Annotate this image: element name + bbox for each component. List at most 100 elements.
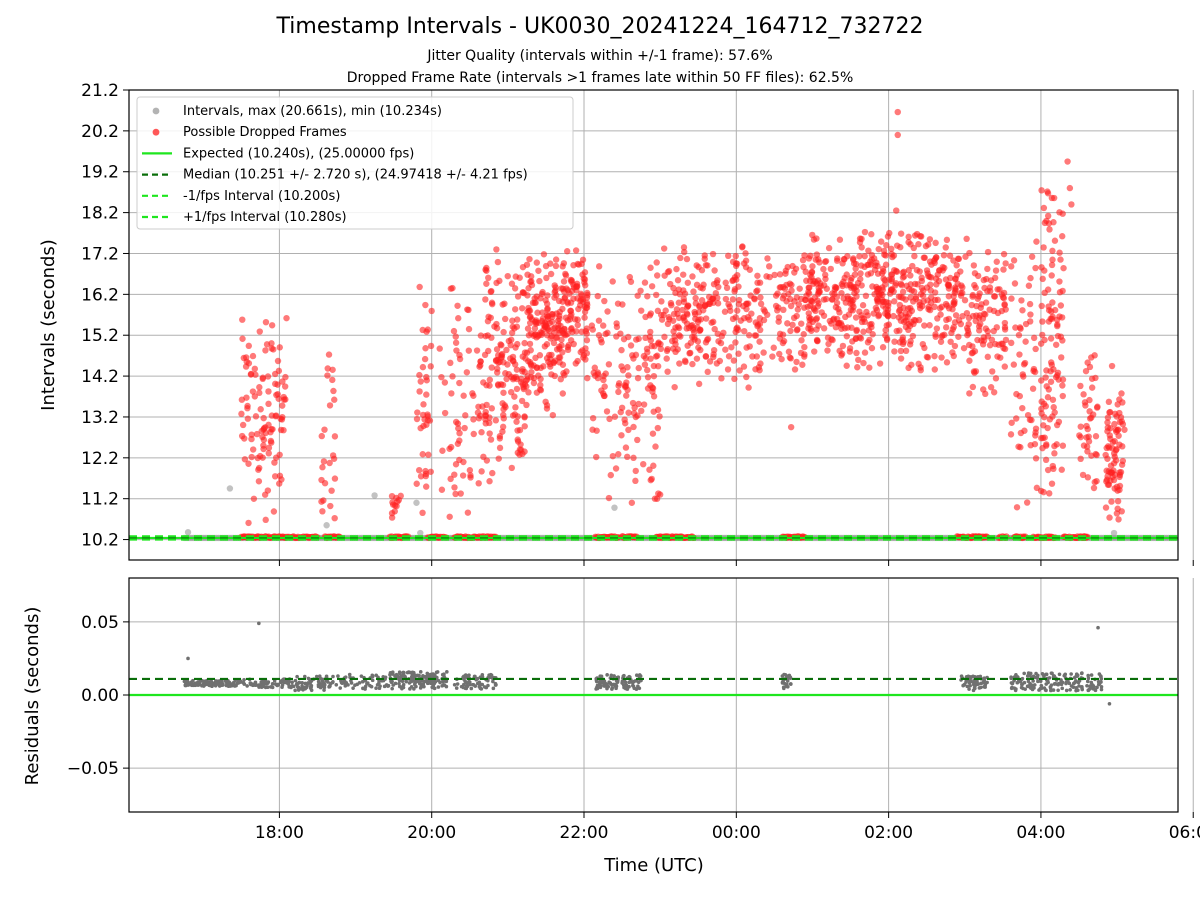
dropped-frame-point	[857, 275, 864, 283]
dropped-frame-point	[252, 371, 259, 378]
residual-point	[418, 670, 423, 674]
dropped-frame-point	[843, 333, 851, 340]
dropped-frame-point	[625, 333, 632, 341]
dropped-frame-point	[607, 471, 614, 479]
dropped-frame-point	[533, 293, 540, 300]
dropped-frame-point	[542, 297, 549, 304]
residual-point	[420, 684, 425, 688]
dropped-frame-point	[603, 408, 611, 415]
dropped-frame-point	[780, 306, 787, 314]
dropped-frame-point	[897, 230, 905, 237]
dropped-frame-point	[931, 366, 938, 373]
dropped-frame-point	[504, 361, 511, 368]
dropped-frame-point	[496, 444, 504, 452]
dropped-frame-point	[422, 345, 429, 352]
residual-point	[623, 684, 627, 689]
dropped-frame-point	[612, 465, 620, 472]
dropped-frame-point	[1041, 413, 1048, 421]
residual-point	[264, 682, 268, 686]
dropped-frame-point	[536, 352, 544, 359]
dropped-frame-point	[784, 320, 791, 327]
dropped-frame-point	[886, 229, 893, 237]
dropped-frame-point	[932, 333, 939, 340]
dropped-frame-point	[858, 244, 865, 251]
dropped-frame-point	[416, 283, 423, 291]
dropped-frame-point	[700, 281, 707, 288]
dropped-frame-point	[734, 307, 741, 314]
dropped-frame-point	[962, 253, 969, 260]
dropped-frame-point	[1043, 383, 1050, 390]
residual-point	[482, 685, 487, 689]
dropped-frame-point	[992, 375, 1000, 382]
dropped-frame-point	[539, 315, 547, 322]
dropped-frame-point	[425, 451, 432, 458]
residual-point	[598, 685, 603, 690]
dropped-frame-point	[1008, 295, 1015, 302]
dropped-frame-point	[648, 342, 655, 350]
dropped-frame-point	[519, 289, 526, 296]
dropped-frame-point	[911, 232, 919, 239]
dropped-frame-point	[1039, 331, 1046, 339]
dropped-frame-point	[776, 350, 783, 358]
dropped-frame-point	[793, 358, 800, 366]
dropped-frame-point	[558, 342, 565, 349]
dropped-frame-point	[329, 366, 336, 373]
dropped-frame-point	[1079, 471, 1087, 479]
dropped-frame-point	[1054, 332, 1062, 340]
dropped-frame-point	[583, 337, 591, 344]
dropped-frame-point	[746, 266, 753, 273]
dropped-frame-point	[521, 448, 528, 455]
dropped-frame-point	[465, 347, 473, 354]
dropped-frame-point	[579, 347, 586, 354]
dropped-frame-point	[1054, 322, 1061, 330]
dropped-frame-point	[427, 342, 435, 350]
dropped-frame-point	[842, 299, 850, 306]
dropped-frame-point	[420, 401, 427, 408]
dropped-frame-point	[702, 315, 710, 322]
residual-point	[632, 679, 636, 684]
dropped-frame-point	[714, 300, 722, 307]
dropped-frame-point	[782, 270, 789, 277]
dropped-frame-point	[792, 265, 800, 272]
dropped-frame-point	[778, 355, 785, 363]
dropped-frame-point	[805, 284, 812, 291]
dropped-frame-point	[1054, 372, 1061, 379]
dropped-frame-point	[548, 351, 555, 359]
dropped-frame-point	[990, 307, 998, 315]
dropped-frame-point	[1027, 274, 1034, 282]
residual-point	[1044, 682, 1049, 686]
dropped-frame-point	[627, 342, 635, 349]
intervals-y-tick-label: 14.2	[81, 367, 119, 387]
dropped-frame-point	[553, 292, 560, 299]
dropped-frame-point	[640, 401, 648, 408]
dropped-frame-point	[1084, 448, 1091, 455]
dropped-frame-point	[697, 346, 704, 354]
dropped-frame-point	[423, 391, 430, 398]
residual-point	[397, 681, 401, 686]
dropped-frame-point	[875, 311, 883, 319]
dropped-frame-point	[652, 443, 659, 450]
dropped-frame-point	[671, 383, 678, 391]
dropped-frame-point	[419, 363, 427, 371]
dropped-frame-point	[508, 336, 515, 343]
dropped-frame-point	[838, 280, 846, 288]
dropped-frame-point	[611, 413, 619, 420]
residual-point	[424, 674, 429, 679]
dropped-frame-point	[940, 252, 948, 259]
dropped-frame-point	[582, 356, 589, 363]
dropped-frame-point	[518, 397, 526, 405]
dropped-frame-point	[1088, 375, 1096, 382]
dropped-frame-point	[1045, 303, 1052, 310]
residual-point	[1099, 674, 1103, 679]
dropped-frame-point	[692, 300, 700, 307]
dropped-frame-point	[534, 309, 541, 316]
dropped-frame-point	[714, 330, 721, 337]
dropped-frame-point	[271, 473, 279, 480]
residual-point	[257, 685, 261, 689]
dropped-frame-point	[780, 292, 788, 299]
residual-point	[429, 681, 433, 686]
dropped-frame-point	[527, 313, 534, 320]
dropped-frame-point	[1113, 413, 1120, 420]
dropped-frame-point	[640, 460, 647, 468]
dropped-frame-point	[448, 390, 455, 397]
